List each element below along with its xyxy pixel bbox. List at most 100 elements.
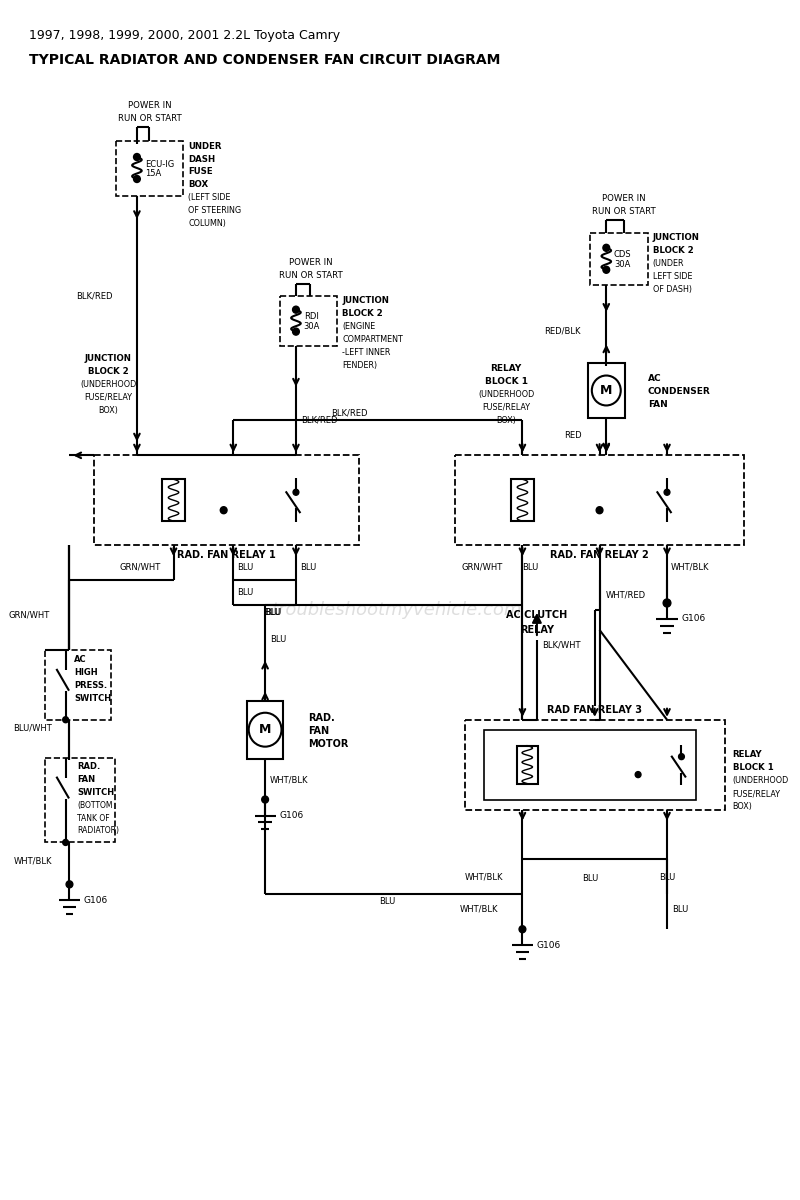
Bar	[517, 745, 538, 784]
Text: SWITCH: SWITCH	[74, 694, 111, 703]
Text: BLK/RED: BLK/RED	[76, 292, 113, 300]
Text: BLU: BLU	[659, 872, 675, 882]
Text: BLOCK 1: BLOCK 1	[485, 377, 527, 386]
Text: FAN: FAN	[648, 400, 667, 409]
Text: BOX: BOX	[188, 180, 208, 190]
Text: WHT/BLK: WHT/BLK	[270, 775, 309, 784]
Text: (LEFT SIDE: (LEFT SIDE	[188, 193, 230, 203]
Text: WHT/BLK: WHT/BLK	[465, 872, 503, 882]
Text: PRESS.: PRESS.	[74, 680, 107, 690]
Text: BLU: BLU	[522, 563, 538, 571]
Text: AC: AC	[74, 655, 87, 664]
Circle shape	[596, 506, 603, 514]
Circle shape	[664, 490, 670, 496]
Circle shape	[293, 306, 299, 313]
Text: LEFT SIDE: LEFT SIDE	[653, 272, 692, 281]
Circle shape	[519, 925, 526, 932]
Text: BLU: BLU	[300, 563, 316, 571]
Text: OF STEERING: OF STEERING	[188, 206, 241, 216]
Circle shape	[603, 245, 610, 251]
Circle shape	[293, 328, 299, 335]
Bar	[484, 730, 696, 799]
Text: GRN/WHT: GRN/WHT	[9, 611, 50, 619]
Text: RED: RED	[565, 431, 582, 440]
Text: JUNCTION: JUNCTION	[653, 233, 699, 242]
Text: RADIATOR): RADIATOR)	[77, 827, 119, 835]
Text: TANK OF: TANK OF	[77, 814, 110, 822]
Text: CONDENSER: CONDENSER	[648, 386, 710, 396]
Text: BLOCK 2: BLOCK 2	[653, 246, 694, 256]
Text: 30A: 30A	[304, 322, 320, 331]
Circle shape	[134, 175, 140, 182]
Text: (UNDERHOOD: (UNDERHOOD	[733, 776, 789, 785]
Text: OF DASH): OF DASH)	[653, 286, 691, 294]
Text: RELAY: RELAY	[490, 364, 522, 373]
Circle shape	[262, 796, 269, 803]
Text: WHT/RED: WHT/RED	[606, 590, 646, 600]
Text: BLU: BLU	[265, 608, 282, 617]
Text: G106: G106	[84, 896, 108, 905]
Text: 30A: 30A	[614, 260, 630, 269]
Text: -LEFT INNER: -LEFT INNER	[342, 348, 390, 358]
Bar	[465, 720, 725, 810]
Bar	[116, 142, 183, 196]
Text: RAD. FAN RELAY 1: RAD. FAN RELAY 1	[177, 550, 275, 560]
Circle shape	[293, 490, 299, 496]
Text: HIGH: HIGH	[74, 668, 98, 677]
Bar	[46, 650, 111, 720]
Bar	[511, 479, 534, 521]
Text: RUN OR START: RUN OR START	[592, 206, 655, 216]
Text: BOX): BOX)	[733, 802, 753, 811]
Text: BLU: BLU	[270, 636, 286, 644]
Text: BLU: BLU	[237, 588, 254, 596]
Text: RED/BLK: RED/BLK	[544, 326, 580, 335]
Text: G106: G106	[537, 941, 561, 949]
Text: 1997, 1998, 1999, 2000, 2001 2.2L Toyota Camry: 1997, 1998, 1999, 2000, 2001 2.2L Toyota…	[29, 29, 340, 42]
Text: BLU: BLU	[672, 905, 688, 913]
Text: RAD. FAN RELAY 2: RAD. FAN RELAY 2	[550, 550, 649, 560]
Bar	[279, 295, 338, 346]
Text: SWITCH: SWITCH	[77, 787, 114, 797]
Text: JUNCTION: JUNCTION	[342, 296, 389, 305]
Text: RUN OR START: RUN OR START	[118, 114, 182, 124]
Text: G106: G106	[682, 614, 706, 624]
Text: BLK/WHT: BLK/WHT	[542, 641, 580, 649]
Text: RELAY: RELAY	[520, 625, 554, 635]
Text: G106: G106	[279, 811, 304, 820]
Circle shape	[603, 266, 610, 274]
Bar	[588, 364, 625, 418]
Circle shape	[62, 716, 69, 722]
Text: POWER IN: POWER IN	[128, 101, 171, 110]
Text: AC CLUTCH: AC CLUTCH	[506, 610, 567, 620]
Text: RAD.: RAD.	[77, 762, 101, 770]
Text: FUSE: FUSE	[188, 168, 213, 176]
Text: BLU: BLU	[237, 563, 254, 571]
Text: COLUMN): COLUMN)	[188, 220, 226, 228]
Text: troubleshootmyvehicle.com: troubleshootmyvehicle.com	[272, 601, 522, 619]
Circle shape	[62, 840, 69, 846]
Circle shape	[592, 376, 621, 406]
Text: GRN/WHT: GRN/WHT	[120, 563, 161, 571]
Text: AC: AC	[648, 374, 662, 383]
Text: BLK/RED: BLK/RED	[330, 408, 367, 418]
Text: (UNDERHOOD: (UNDERHOOD	[478, 390, 534, 398]
Circle shape	[249, 713, 282, 746]
Text: COMPARTMENT: COMPARTMENT	[342, 335, 403, 344]
Text: TYPICAL RADIATOR AND CONDENSER FAN CIRCUIT DIAGRAM: TYPICAL RADIATOR AND CONDENSER FAN CIRCU…	[29, 53, 500, 67]
Text: FUSE/RELAY: FUSE/RELAY	[733, 790, 781, 798]
Bar	[46, 757, 114, 842]
Text: FAN: FAN	[309, 726, 330, 736]
Circle shape	[66, 881, 73, 888]
Text: (BOTTOM: (BOTTOM	[77, 800, 113, 810]
Text: BLU/WHT: BLU/WHT	[14, 724, 52, 732]
Bar	[590, 233, 648, 284]
Circle shape	[635, 772, 641, 778]
Text: RUN OR START: RUN OR START	[278, 271, 342, 280]
Text: BOX): BOX)	[98, 406, 118, 415]
Text: FUSE/RELAY: FUSE/RELAY	[482, 403, 530, 412]
Text: GRN/WHT: GRN/WHT	[462, 563, 503, 571]
Text: MOTOR: MOTOR	[309, 739, 349, 749]
Text: FAN: FAN	[77, 774, 95, 784]
Text: RELAY: RELAY	[733, 750, 762, 760]
Text: DASH: DASH	[188, 155, 215, 163]
